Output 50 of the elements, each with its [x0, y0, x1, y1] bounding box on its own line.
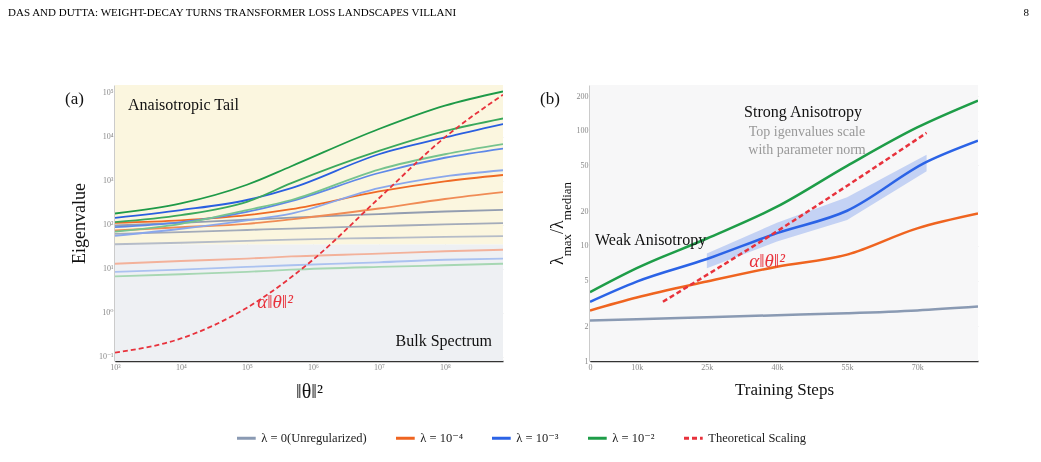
annotation: Weak Anisotropy: [595, 231, 707, 249]
y-tick-label: 10⁻¹: [98, 352, 115, 362]
text: DAS AND DUTTA: WEIGHT-DECAY TURNS TRANSFORMER LOSS LANDSCAPES VILLANI: [8, 6, 457, 18]
legend-label: Theoretical Scaling: [708, 431, 807, 446]
y-tick-label: 10³: [103, 176, 115, 186]
y-tick-label: 10: [580, 241, 589, 251]
legend-label: λ = 10⁻²: [612, 431, 655, 446]
y-tick-label: 10²: [103, 220, 115, 230]
legend-label: λ = 0(Unregularized): [261, 431, 367, 446]
x-tick-label: 0: [588, 362, 593, 372]
y-tick-label: 10⁰: [102, 308, 114, 318]
x-tick-label: 10³: [110, 362, 122, 372]
x-tick-label: 10k: [631, 362, 644, 372]
line-series: [590, 212, 978, 312]
chart-title: (a): [65, 89, 84, 108]
y-tick-label: 100: [576, 126, 589, 136]
annotation: α‖θ‖²: [257, 291, 294, 312]
x-tick-label: 10⁸: [439, 362, 451, 372]
band-label: Bulk Spectrum: [395, 332, 493, 350]
y-axis-title: Eigenvalue: [68, 183, 89, 264]
x-tick-label: 40k: [771, 362, 784, 372]
line-series: [590, 99, 978, 294]
y-tick-label: 50: [580, 160, 589, 170]
y-tick-label: 10¹: [103, 264, 115, 274]
y-tick-label: 200: [576, 91, 589, 101]
x-tick-label: 10⁶: [308, 362, 320, 372]
x-tick-label: 55k: [841, 362, 854, 372]
x-tick-label: 10⁷: [374, 362, 386, 372]
line-series: [590, 139, 978, 304]
annotation: Top igenvalues scale with parameter norm: [748, 124, 866, 157]
x-axis-title: Training Steps: [734, 379, 835, 399]
y-tick-label: 1: [584, 356, 589, 366]
y-tick-label: 20: [580, 206, 589, 216]
y-tick-label: 10⁵: [102, 88, 114, 98]
x-tick-label: 10⁵: [242, 362, 254, 372]
text: 8: [1023, 6, 1029, 18]
x-tick-label: 10⁴: [176, 362, 188, 372]
chart-title: (b): [540, 89, 560, 108]
line-series: [590, 305, 978, 322]
y-tick-label: 10⁴: [102, 132, 114, 142]
x-axis-title: ‖θ‖²: [296, 379, 323, 402]
annotation: Strong Anisotropy: [744, 103, 862, 121]
y-tick-label: 2: [584, 321, 589, 331]
band-label: Anaisotropic Tail: [128, 96, 240, 114]
legend-label: λ = 10⁻⁴: [420, 431, 464, 446]
legend-label: λ = 10⁻³: [516, 431, 559, 446]
y-tick-label: 5: [584, 276, 589, 286]
annotation: α‖θ‖²: [749, 250, 786, 271]
x-tick-label: 70k: [911, 362, 924, 372]
x-tick-label: 25k: [701, 362, 714, 372]
